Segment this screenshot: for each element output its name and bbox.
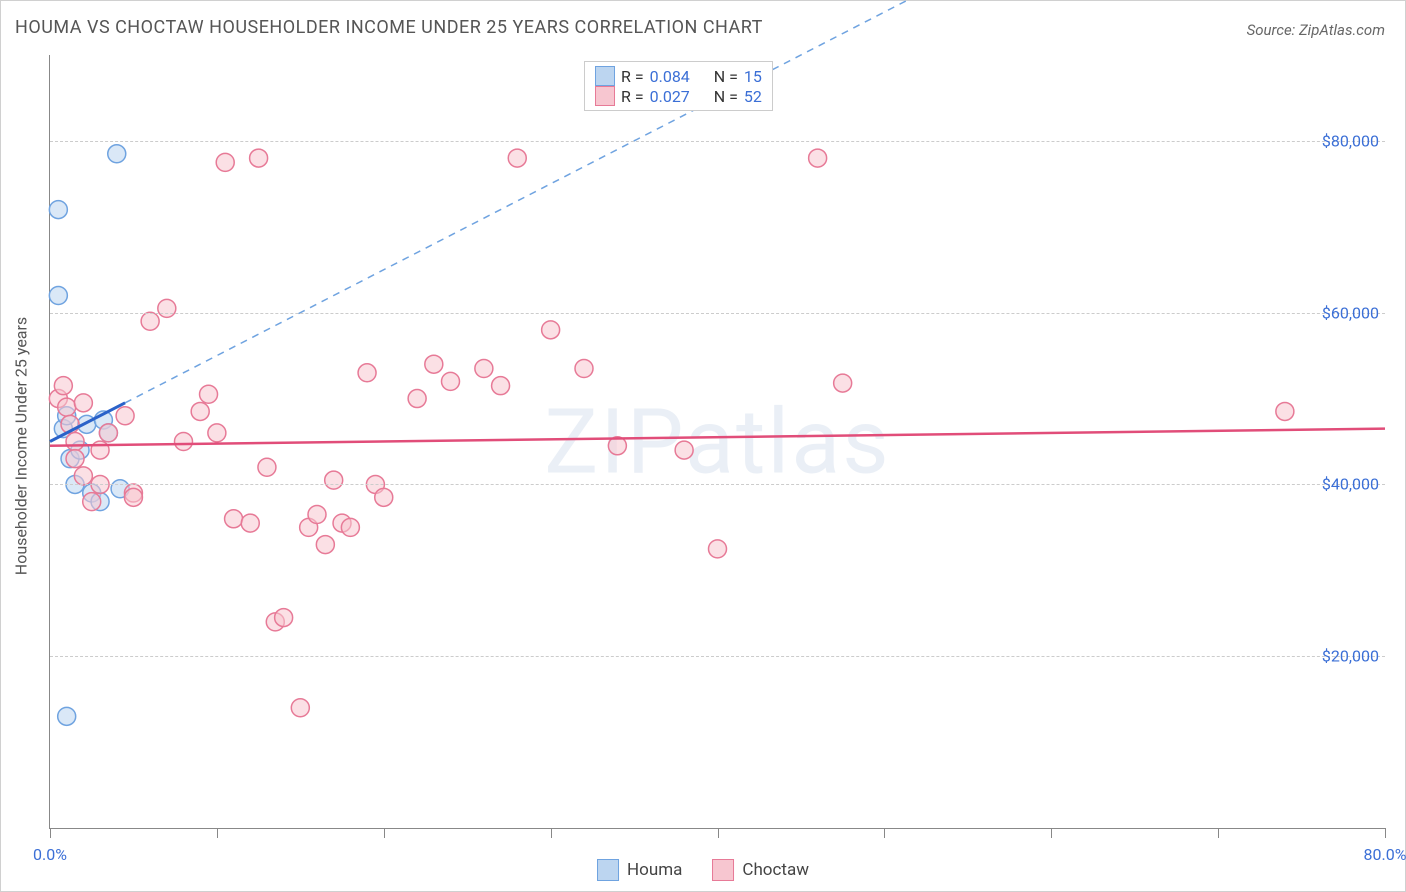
scatter-point (91, 441, 109, 459)
x-tick (1051, 828, 1052, 838)
plot-area: ZIPatlas $20,000$40,000$60,000$80,0000.0… (49, 55, 1385, 829)
legend-stats-row: R = 0.027 N = 52 (595, 86, 762, 106)
legend-swatch (595, 66, 615, 86)
scatter-point (216, 153, 234, 171)
scatter-point (191, 402, 209, 420)
y-tick-label: $60,000 (1322, 303, 1379, 322)
gridline (50, 141, 1385, 142)
legend-n-value: 52 (744, 87, 762, 106)
scatter-point (316, 536, 334, 554)
scatter-point (54, 377, 72, 395)
legend-n-label: N = (714, 87, 738, 106)
legend-item: Choctaw (712, 859, 809, 881)
scatter-point (1276, 402, 1294, 420)
scatter-point (542, 321, 560, 339)
chart-container: HOUMA VS CHOCTAW HOUSEHOLDER INCOME UNDE… (0, 0, 1406, 892)
legend-label: Choctaw (742, 860, 809, 880)
scatter-point (49, 286, 67, 304)
scatter-point (225, 510, 243, 528)
scatter-point (83, 493, 101, 511)
scatter-point (358, 364, 376, 382)
y-tick-label: $40,000 (1322, 475, 1379, 494)
legend-n-label: N = (714, 67, 738, 86)
gridline (50, 484, 1385, 485)
legend-swatch (595, 86, 615, 106)
plot-svg (50, 55, 1385, 828)
scatter-point (116, 407, 134, 425)
scatter-point (408, 390, 426, 408)
x-tick-label: 80.0% (1364, 845, 1406, 864)
legend-stats: R = 0.084 N = 15 R = 0.027 N = 52 (584, 61, 773, 111)
scatter-point (175, 433, 193, 451)
trend-line (50, 429, 1385, 446)
scatter-point (508, 149, 526, 167)
x-tick (384, 828, 385, 838)
scatter-point (58, 398, 76, 416)
trend-line-dash (125, 0, 968, 403)
scatter-point (108, 145, 126, 163)
scatter-point (341, 518, 359, 536)
scatter-point (58, 707, 76, 725)
scatter-point (241, 514, 259, 532)
source-label: Source: ZipAtlas.com (1247, 21, 1385, 39)
legend-r-label: R = (621, 87, 644, 106)
legend-label: Houma (627, 860, 682, 880)
scatter-point (809, 149, 827, 167)
scatter-point (250, 149, 268, 167)
scatter-point (74, 467, 92, 485)
scatter-point (575, 359, 593, 377)
scatter-point (492, 377, 510, 395)
x-tick (718, 828, 719, 838)
scatter-point (325, 471, 343, 489)
scatter-point (49, 201, 67, 219)
scatter-point (124, 488, 142, 506)
scatter-point (834, 374, 852, 392)
scatter-point (258, 458, 276, 476)
x-tick (1385, 828, 1386, 838)
legend-n-value: 15 (744, 67, 762, 86)
scatter-point (275, 609, 293, 627)
scatter-point (141, 312, 159, 330)
legend-swatch (712, 859, 734, 881)
legend-r-label: R = (621, 67, 644, 86)
scatter-point (425, 355, 443, 373)
legend-item: Houma (597, 859, 682, 881)
y-tick-label: $80,000 (1322, 131, 1379, 150)
y-tick-label: $20,000 (1322, 647, 1379, 666)
scatter-point (99, 424, 117, 442)
legend-r-value: 0.027 (650, 87, 690, 106)
scatter-point (475, 359, 493, 377)
legend-stats-row: R = 0.084 N = 15 (595, 66, 762, 86)
x-tick-label: 0.0% (33, 845, 67, 864)
x-tick (884, 828, 885, 838)
chart-title: HOUMA VS CHOCTAW HOUSEHOLDER INCOME UNDE… (15, 17, 763, 38)
scatter-point (375, 488, 393, 506)
x-tick (50, 828, 51, 838)
x-tick (551, 828, 552, 838)
scatter-point (208, 424, 226, 442)
scatter-point (291, 699, 309, 717)
gridline (50, 656, 1385, 657)
legend-bottom: Houma Choctaw (597, 859, 809, 881)
legend-swatch (597, 859, 619, 881)
scatter-point (66, 450, 84, 468)
gridline (50, 313, 1385, 314)
scatter-point (158, 299, 176, 317)
scatter-point (74, 394, 92, 412)
scatter-point (442, 372, 460, 390)
x-tick (217, 828, 218, 838)
scatter-point (66, 433, 84, 451)
scatter-point (200, 385, 218, 403)
x-tick (1218, 828, 1219, 838)
legend-r-value: 0.084 (650, 67, 690, 86)
scatter-point (308, 506, 326, 524)
scatter-point (675, 441, 693, 459)
scatter-point (709, 540, 727, 558)
y-axis-label: Householder Income Under 25 years (12, 317, 31, 575)
